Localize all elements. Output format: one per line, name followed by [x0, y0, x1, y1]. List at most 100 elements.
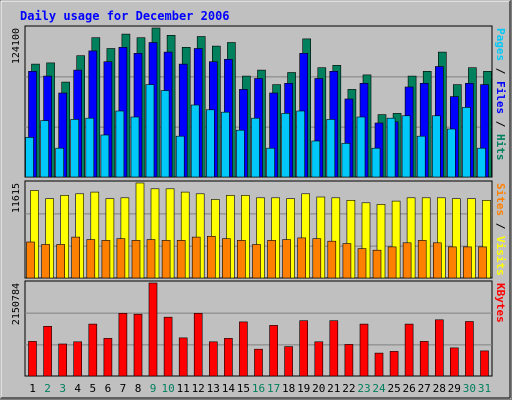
- kbytes-bar-day-18: [284, 346, 293, 377]
- pages-bar-day-26: [401, 115, 411, 178]
- pages-bar-day-13: [206, 109, 215, 178]
- sites-bar-day-2: [41, 244, 50, 279]
- sites-bar-day-27: [417, 240, 427, 279]
- pages-bar-day-15: [236, 129, 245, 178]
- kbytes-bar-day-10: [163, 316, 173, 377]
- panel-1: 124100 Pages / Files / Hits: [11, 25, 507, 178]
- sites-bar-day-11: [176, 240, 186, 279]
- sites-bar-day-28: [432, 242, 442, 279]
- kbytes-bar-day-30: [465, 321, 474, 377]
- kbytes-bar-day-20: [314, 341, 324, 377]
- pages-bar-day-6: [100, 134, 110, 178]
- day-label-21: 21: [327, 382, 340, 395]
- pages-bar-day-8: [130, 116, 140, 178]
- day-label-29: 29: [448, 382, 461, 395]
- day-label-2: 2: [44, 382, 51, 395]
- sites-bar-day-19: [297, 237, 307, 279]
- sites-bar-day-23: [357, 248, 367, 279]
- sites-bar-day-17: [267, 240, 276, 279]
- day-label-4: 4: [74, 382, 81, 395]
- sites-bar-day-4: [71, 236, 80, 279]
- sites-bar-day-8: [131, 240, 141, 279]
- pages-bar-day-21: [326, 119, 336, 178]
- sites-bar-day-16: [252, 244, 261, 279]
- pages-bar-day-10: [160, 90, 170, 178]
- legend-part-1: /: [494, 216, 507, 236]
- pages-bar-day-17: [266, 147, 275, 178]
- kbytes-bar-day-31: [480, 350, 489, 377]
- pages-bar-day-24: [371, 147, 381, 178]
- pages-bar-day-18: [281, 113, 290, 178]
- kbytes-bar-day-29: [449, 347, 459, 377]
- sites-bar-day-25: [387, 246, 397, 279]
- y-max-label: 2150784: [11, 283, 22, 325]
- sites-bar-day-6: [101, 240, 111, 279]
- day-label-10: 10: [161, 382, 174, 395]
- sites-bar-day-29: [447, 246, 457, 279]
- legend-part-2: Visits: [494, 236, 507, 276]
- pages-bar-day-4: [70, 119, 79, 178]
- panel-2: 11615 Sites / Visits: [11, 180, 507, 279]
- kbytes-bar-day-28: [434, 319, 444, 377]
- day-label-17: 17: [267, 382, 280, 395]
- day-label-6: 6: [105, 382, 112, 395]
- day-label-1: 1: [29, 382, 36, 395]
- pages-bar-day-1: [25, 137, 34, 178]
- sites-bar-day-31: [478, 246, 487, 279]
- sites-bar-day-13: [207, 236, 216, 279]
- pages-bar-day-25: [386, 117, 396, 178]
- pages-bar-day-27: [416, 135, 426, 178]
- legend-part-0: Sites: [494, 183, 507, 216]
- series-legend: Pages / Files / Hits: [494, 28, 507, 161]
- pages-bar-day-30: [462, 107, 471, 178]
- kbytes-bar-day-14: [224, 338, 233, 377]
- legend-part-2: Files: [494, 81, 507, 114]
- pages-bar-day-16: [251, 117, 260, 178]
- pages-bar-day-7: [115, 110, 125, 178]
- pages-bar-day-23: [356, 116, 366, 178]
- day-label-15: 15: [237, 382, 250, 395]
- sites-bar-day-5: [86, 239, 96, 279]
- kbytes-bar-day-6: [103, 338, 113, 377]
- kbytes-bar-day-27: [419, 341, 429, 377]
- day-label-23: 23: [357, 382, 370, 395]
- chart-panels: 124100 Pages / Files / Hits 11615 Sites / V…: [11, 25, 507, 377]
- legend-part-3: /: [494, 114, 507, 134]
- sites-bar-day-18: [282, 239, 291, 279]
- kbytes-bar-day-8: [133, 313, 143, 377]
- kbytes-bar-day-13: [209, 341, 218, 377]
- day-label-12: 12: [192, 382, 205, 395]
- kbytes-bar-day-1: [28, 341, 37, 377]
- pages-bar-day-31: [477, 147, 486, 178]
- day-label-14: 14: [222, 382, 236, 395]
- day-label-22: 22: [342, 382, 355, 395]
- day-label-27: 27: [418, 382, 431, 395]
- kbytes-bar-day-12: [193, 312, 203, 377]
- chart-title: Daily usage for December 2006: [20, 9, 230, 23]
- sites-bar-day-7: [116, 238, 126, 279]
- kbytes-bar-day-7: [118, 312, 128, 377]
- sites-bar-day-24: [372, 249, 382, 279]
- legend-part-0: Pages: [494, 28, 507, 61]
- sites-bar-day-10: [161, 240, 171, 279]
- day-label-19: 19: [297, 382, 310, 395]
- pages-bar-day-14: [221, 111, 230, 178]
- day-label-25: 25: [387, 382, 400, 395]
- sites-bar-day-21: [327, 240, 337, 279]
- pages-bar-day-12: [190, 104, 200, 178]
- sites-bar-day-26: [402, 242, 412, 279]
- kbytes-bar-day-17: [269, 325, 278, 377]
- sites-bar-day-30: [463, 246, 472, 279]
- series-legend: Sites / Visits: [494, 183, 507, 276]
- day-label-16: 16: [252, 382, 265, 395]
- day-label-28: 28: [433, 382, 446, 395]
- day-label-11: 11: [177, 382, 190, 395]
- sites-bar-day-14: [222, 238, 231, 279]
- day-label-18: 18: [282, 382, 295, 395]
- day-label-30: 30: [463, 382, 476, 395]
- y-max-label: 124100: [11, 28, 22, 64]
- legend-part-1: /: [494, 61, 507, 81]
- legend-part-4: Hits: [494, 134, 507, 161]
- y-max-label: 11615: [11, 183, 22, 213]
